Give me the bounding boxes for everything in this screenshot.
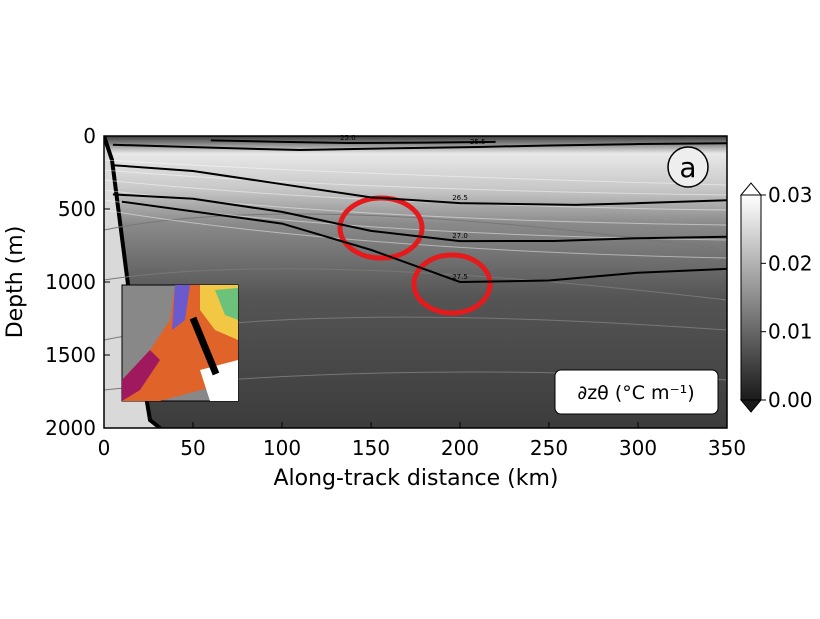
highlight	[411, 252, 493, 316]
x-tick-label: 0	[98, 436, 111, 460]
colorbar-tick-label: 0.03	[768, 183, 813, 207]
inset-map	[121, 284, 239, 402]
colorbar-tick-label: 0.00	[768, 388, 813, 412]
y-tick-label: 1500	[45, 343, 96, 367]
x-tick-label: 150	[352, 436, 390, 460]
x-axis-label: Along-track distance (km)	[273, 466, 558, 491]
panel-label: a	[679, 151, 696, 184]
colorbar-label-box	[554, 369, 719, 415]
isopycnal	[112, 164, 728, 206]
x-tick-label: 250	[530, 436, 568, 460]
x-tick-label: 200	[441, 436, 479, 460]
panel-badge	[667, 146, 709, 188]
colorbar-tick-label: 0.02	[768, 251, 813, 275]
contour-label: 27.5	[452, 273, 468, 281]
contour-label: 25.5	[470, 138, 486, 146]
colorbar	[739, 182, 763, 413]
x-tick-label: 350	[708, 436, 746, 460]
y-tick-label: 0	[83, 124, 96, 148]
contour-label: 27.0	[452, 232, 468, 240]
isopycnal	[112, 193, 728, 243]
contour-label: 26.5	[452, 194, 468, 202]
contour-label: 25.0	[340, 134, 356, 142]
y-tick-label: 500	[58, 197, 96, 221]
isopycnal	[112, 142, 728, 152]
x-tick-label: 50	[180, 436, 205, 460]
isopycnal	[210, 139, 496, 145]
isopycnal	[121, 200, 728, 284]
x-tick-label: 300	[619, 436, 657, 460]
y-tick-label: 1000	[45, 270, 96, 294]
y-axis-label: Depth (m)	[3, 226, 28, 339]
y-tick-label: 2000	[45, 416, 96, 440]
x-tick-label: 100	[263, 436, 301, 460]
colorbar-label: ∂zθ (°C m⁻¹)	[577, 382, 694, 404]
colorbar-tick-label: 0.01	[768, 320, 813, 344]
